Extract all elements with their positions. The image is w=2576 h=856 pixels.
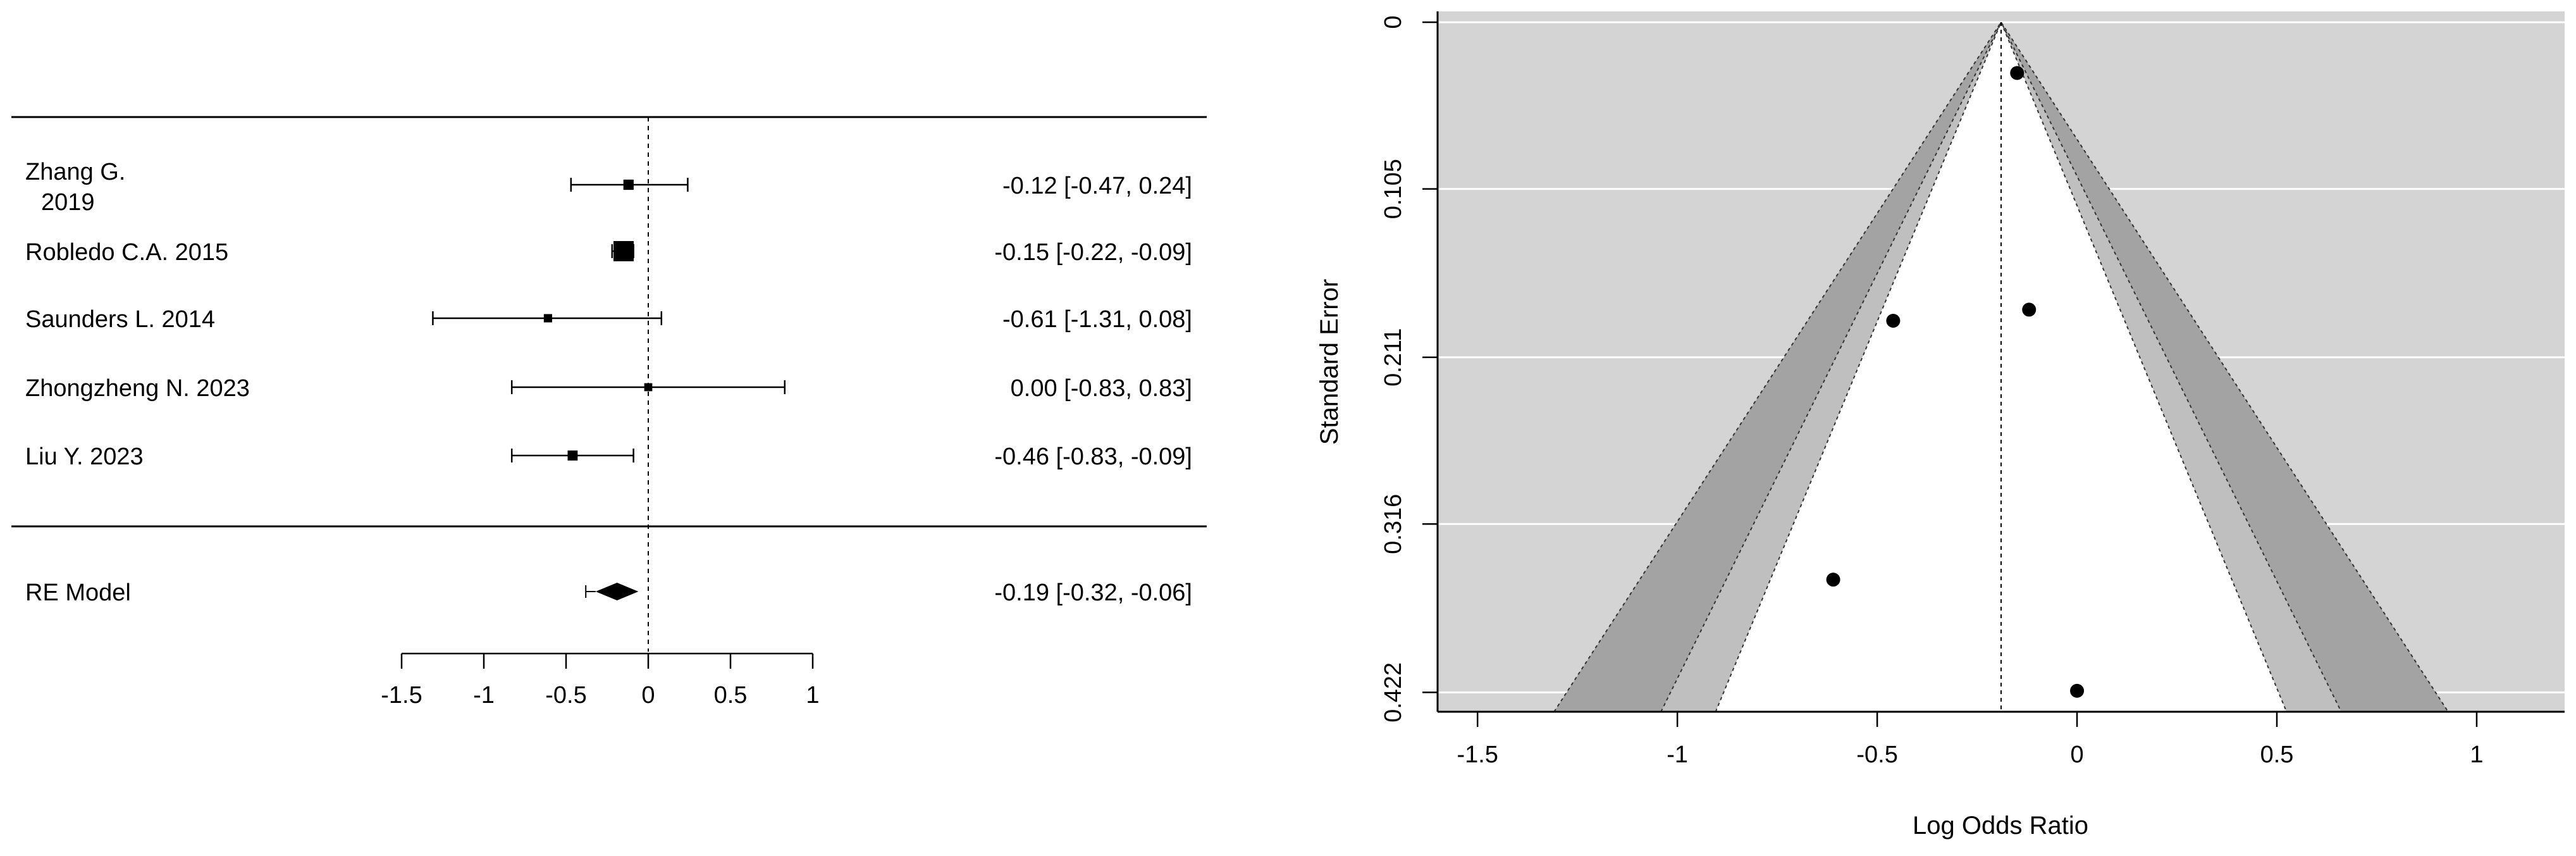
estimate-square (543, 314, 552, 323)
forest-plot: Zhang G. 2019 -0.12 [-0.47, 0.24] Robledo C… (11, 116, 1207, 709)
study-row: Liu Y. 2023 -0.46 [-0.83, -0.09] (25, 444, 1192, 470)
funnel-y-axis-title: Standard Error (1316, 279, 1343, 445)
x-tick-label: 0.5 (714, 682, 748, 709)
x-tick-label: 0.5 (2260, 741, 2294, 768)
funnel-y-axis: 0 0.105 0.211 0.316 0.422 (1380, 15, 1438, 723)
study-point (2010, 66, 2024, 80)
study-label: Robledo C.A. 2015 (25, 239, 228, 266)
x-tick-label: 1 (806, 682, 819, 709)
estimate-square (623, 179, 634, 190)
study-label-line: Robledo C.A. 2015 (25, 239, 228, 266)
funnel-plot: -1.5 -1 -0.5 0 0.5 1 0 0.105 0.211 0.316 0.422 Lo… (1316, 11, 2565, 840)
funnel-points (1826, 66, 2085, 698)
study-label: Saunders L. 2014 (25, 306, 215, 333)
funnel-panel (1436, 11, 2565, 713)
y-tick-label: 0.211 (1380, 328, 1407, 387)
x-tick-label: 1 (2470, 741, 2483, 768)
study-label: Zhang G. 2019 (25, 159, 125, 216)
summary-label: RE Model (25, 580, 131, 606)
estimate-square (644, 383, 653, 392)
contour-boundary (1553, 21, 2449, 712)
estimate-square (613, 241, 634, 261)
contour-boundary (1715, 20, 2288, 712)
x-tick-label: 0 (2070, 741, 2083, 768)
ci-text: -0.46 [-0.83, -0.09] (994, 444, 1192, 470)
forest-rows: Zhang G. 2019 -0.12 [-0.47, 0.24] Robledo C… (25, 159, 1192, 470)
forest-x-axis: -1.5 -1 -0.5 0 0.5 1 (381, 652, 820, 709)
study-point (2022, 302, 2037, 317)
summary-ci-text: -0.19 [-0.32, -0.06] (994, 580, 1192, 606)
ci-text: -0.12 [-0.47, 0.24] (1002, 173, 1192, 199)
study-point (2070, 683, 2085, 698)
ci-text: -0.61 [-1.31, 0.08] (1002, 306, 1192, 333)
study-label-line: Zhongzheng N. 2023 (25, 375, 250, 402)
ci-text: 0.00 [-0.83, 0.83] (1011, 375, 1192, 402)
study-label-line: Liu Y. 2023 (25, 444, 144, 470)
study-row: Saunders L. 2014 -0.61 [-1.31, 0.08] (25, 306, 1192, 333)
x-tick-label: -1.5 (1457, 741, 1498, 768)
study-label: Liu Y. 2023 (25, 444, 144, 470)
funnel-x-axis: -1.5 -1 -0.5 0 0.5 1 (1457, 712, 2484, 768)
summary-diamond (595, 583, 639, 600)
study-row: Robledo C.A. 2015 -0.15 [-0.22, -0.09] (25, 239, 1192, 266)
study-label-line: 2019 (41, 189, 95, 216)
forest-summary: RE Model -0.19 [-0.32, -0.06] (25, 580, 1192, 606)
study-row: Zhongzheng N. 2023 0.00 [-0.83, 0.83] (25, 375, 1192, 402)
study-point (1826, 573, 1840, 587)
x-tick-label: -1.5 (381, 682, 422, 709)
y-tick-label: 0.316 (1380, 494, 1407, 554)
y-tick-label: 0.105 (1380, 159, 1407, 219)
funnel-x-axis-title: Log Odds Ratio (1913, 812, 2088, 840)
estimate-square (567, 450, 578, 461)
y-tick-label: 0.422 (1380, 662, 1407, 723)
study-label: Zhongzheng N. 2023 (25, 375, 250, 402)
ci-text: -0.15 [-0.22, -0.09] (994, 239, 1192, 266)
study-row: Zhang G. 2019 -0.12 [-0.47, 0.24] (25, 159, 1192, 216)
y-tick-label: 0 (1380, 15, 1407, 28)
study-point (1886, 313, 1901, 328)
x-tick-label: -1 (473, 682, 495, 709)
x-tick-label: -1 (1667, 741, 1688, 768)
x-tick-label: -0.5 (545, 682, 586, 709)
study-label-line: Zhang G. (25, 159, 125, 185)
x-tick-label: 0 (641, 682, 655, 709)
x-tick-label: -0.5 (1856, 741, 1897, 768)
study-label-line: Saunders L. 2014 (25, 306, 215, 333)
